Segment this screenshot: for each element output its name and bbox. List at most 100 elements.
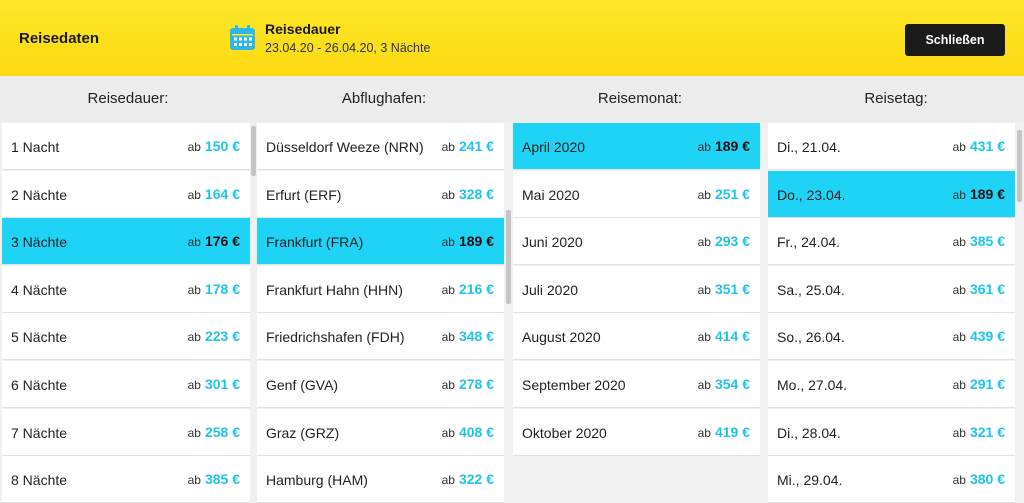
price-value: 385 € [969,233,1005,250]
item-price: ab 322 € [442,471,494,489]
item-label: Fr., 24.04. [777,234,841,251]
price-prefix: ab [187,187,201,202]
item-price: ab 293 € [698,233,750,251]
list-item-day-0[interactable]: Di., 21.04. ab 431 € [768,123,1015,170]
item-price: ab 178 € [188,281,240,299]
list-item-duration-6[interactable]: 7 Nächte ab 258 € [2,408,250,456]
item-label: Di., 21.04. [777,139,841,155]
scrollbar-airports[interactable] [506,210,511,304]
item-price: ab 385 € [953,233,1005,251]
list-item-day-3[interactable]: Sa., 25.04. ab 361 € [768,265,1015,313]
list-item-duration-3[interactable]: 4 Nächte ab 178 € [2,265,250,313]
list-item-month-3[interactable]: Juli 2020 ab 351 € [513,265,760,313]
item-price: ab 241 € [442,138,494,156]
item-label: 1 Nacht [11,139,60,155]
list-item-day-7[interactable]: Mi., 29.04. ab 380 € [768,456,1015,503]
price-value: 189 € [714,138,750,154]
list-item-day-6[interactable]: Di., 28.04. ab 321 € [768,408,1015,456]
item-label: Mai 2020 [522,186,580,203]
heading-travel-day: Reisetag: [864,90,928,107]
scrollbar-days[interactable] [1017,130,1022,202]
item-price: ab 380 € [953,471,1005,489]
item-label: September 2020 [522,377,626,393]
item-label: Genf (GVA) [266,377,339,393]
list-item-airport-7[interactable]: Hamburg (HAM) ab 322 € [257,456,504,503]
list-travel-day: Di., 21.04. ab 431 € Do., 23.04. ab 189 € Fr.,… [768,122,1015,503]
price-value: 293 € [714,233,750,250]
list-item-day-5[interactable]: Mo., 27.04. ab 291 € [768,361,1015,408]
price-prefix: ab [952,425,966,440]
list-item-airport-3[interactable]: Frankfurt Hahn (HHN) ab 216 € [257,265,504,313]
item-label: Mo., 27.04. [777,377,848,393]
close-button[interactable]: Schließen [905,24,1005,56]
price-prefix: ab [441,330,455,345]
item-label: 4 Nächte [11,281,68,298]
list-departure-airport: Düsseldorf Weeze (NRN) ab 241 € Erfurt (ERF… [257,122,504,503]
list-item-duration-1[interactable]: 2 Nächte ab 164 € [2,170,250,218]
price-prefix: ab [952,187,966,202]
price-value: 223 € [204,328,240,345]
list-item-day-1[interactable]: Do., 23.04. ab 189 € [768,170,1015,218]
item-label: August 2020 [522,329,601,346]
item-price: ab 431 € [953,138,1005,156]
price-prefix: ab [952,473,966,488]
list-item-month-5[interactable]: September 2020 ab 354 € [513,361,760,408]
item-label: 5 Nächte [11,329,68,346]
list-item-month-2[interactable]: Juni 2020 ab 293 € [513,218,760,266]
list-item-airport-6[interactable]: Graz (GRZ) ab 408 € [257,408,504,456]
list-item-airport-5[interactable]: Genf (GVA) ab 278 € [257,361,504,408]
list-item-day-4[interactable]: So., 26.04. ab 439 € [768,313,1015,361]
list-item-airport-4[interactable]: Friedrichshafen (FDH) ab 348 € [257,313,504,361]
item-price: ab 251 € [698,186,750,204]
price-prefix: ab [697,187,711,202]
calendar-icon [230,25,255,50]
item-label: Graz (GRZ) [266,424,340,441]
price-value: 351 € [714,280,750,297]
scrollbar-airports-left[interactable] [251,126,256,176]
list-item-airport-2[interactable]: Frankfurt (FRA) ab 189 € [257,218,504,266]
list-item-duration-4[interactable]: 5 Nächte ab 223 € [2,313,250,361]
item-price: ab 258 € [188,424,240,442]
item-price: ab 385 € [188,471,240,489]
list-item-airport-1[interactable]: Erfurt (ERF) ab 328 € [257,170,504,218]
price-value: 301 € [204,376,240,392]
price-prefix: ab [952,140,966,154]
item-label: Friedrichshafen (FDH) [266,329,405,346]
price-value: 380 € [969,471,1005,488]
price-value: 348 € [458,328,494,345]
list-item-duration-5[interactable]: 6 Nächte ab 301 € [2,361,250,408]
item-price: ab 189 € [442,233,494,251]
item-label: April 2020 [522,139,586,155]
list-item-day-2[interactable]: Fr., 24.04. ab 385 € [768,218,1015,266]
travel-duration-value: 23.04.20 - 26.04.20, 3 Nächte [265,41,431,55]
header-bar: Reisedaten Reisedauer 23.04.20 - 26.04.2… [0,0,1024,76]
list-item-month-1[interactable]: Mai 2020 ab 251 € [513,170,760,218]
price-prefix: ab [697,330,711,345]
item-price: ab 321 € [953,424,1005,442]
list-item-month-0[interactable]: April 2020 ab 189 € [513,123,760,170]
list-item-duration-0[interactable]: 1 Nacht ab 150 € [2,123,250,170]
price-value: 189 € [458,233,494,250]
list-item-duration-7[interactable]: 8 Nächte ab 385 € [2,456,250,503]
item-price: ab 439 € [953,328,1005,346]
list-item-duration-2[interactable]: 3 Nächte ab 176 € [2,218,250,266]
list-item-month-6[interactable]: Oktober 2020 ab 419 € [513,408,760,456]
item-price: ab 189 € [953,186,1005,204]
item-label: Erfurt (ERF) [266,186,342,203]
price-value: 321 € [969,423,1005,440]
item-price: ab 164 € [188,186,240,204]
list-item-airport-0[interactable]: Düsseldorf Weeze (NRN) ab 241 € [257,123,504,170]
price-value: 322 € [458,471,494,488]
list-travel-duration: 1 Nacht ab 150 € 2 Nächte ab 164 €3 Nächte ab 1… [2,122,250,503]
item-price: ab 278 € [442,376,494,394]
item-price: ab 150 € [188,138,240,156]
item-label: Frankfurt Hahn (HHN) [266,281,403,298]
list-item-month-4[interactable]: August 2020 ab 414 € [513,313,760,361]
price-value: 328 € [458,185,494,202]
price-prefix: ab [697,425,711,440]
item-label: Sa., 25.04. [777,281,845,298]
item-label: Oktober 2020 [522,424,607,441]
item-label: 7 Nächte [11,424,68,441]
price-value: 431 € [969,138,1005,154]
price-value: 278 € [458,376,494,392]
